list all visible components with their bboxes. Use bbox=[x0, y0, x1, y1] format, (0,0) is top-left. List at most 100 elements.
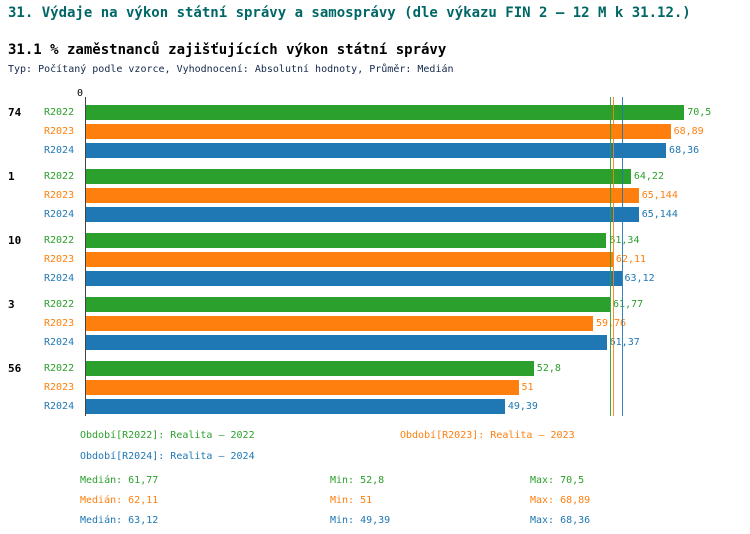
legend-item-r2024: Období[R2024]: Realita – 2024 bbox=[80, 451, 255, 462]
bar-row: R2023 62,11 bbox=[8, 250, 742, 269]
bar-row: 74 R2022 70,5 bbox=[8, 103, 742, 122]
series-label: R2024 bbox=[44, 145, 75, 156]
indicator-meta: Typ: Počítaný podle vzorce, Vyhodnocení:… bbox=[8, 64, 454, 75]
bar-row: R2023 51 bbox=[8, 378, 742, 397]
bar-group: 56 R2022 52,8 R2023 51 R2024 49,39 bbox=[8, 359, 742, 416]
stat-max-r2023: Max: 68,89 bbox=[530, 495, 591, 506]
stat-median-r2022: Medián: 61,77 bbox=[80, 475, 159, 486]
bar bbox=[85, 335, 607, 350]
series-label: R2024 bbox=[44, 401, 75, 412]
bar-value: 68,36 bbox=[669, 145, 700, 156]
bar-group: 10 R2022 61,34 R2023 62,11 R2024 63,12 bbox=[8, 231, 742, 288]
median-line bbox=[612, 97, 614, 416]
series-label: R2022 bbox=[44, 107, 75, 118]
bar-row: R2023 68,89 bbox=[8, 122, 742, 141]
bar-row: R2024 61,37 bbox=[8, 333, 742, 352]
bar-area: 68,89 bbox=[85, 124, 742, 139]
bar-row: R2024 63,12 bbox=[8, 269, 742, 288]
series-label: R2023 bbox=[44, 126, 75, 137]
bar-area: 64,22 bbox=[85, 169, 742, 184]
median-line bbox=[610, 97, 612, 416]
bar-value: 63,12 bbox=[624, 273, 655, 284]
stat-min-r2022: Min: 52,8 bbox=[330, 475, 385, 486]
bar-value: 61,34 bbox=[609, 235, 640, 246]
group-label: 1 bbox=[8, 170, 15, 183]
stat-max-r2024: Max: 68,36 bbox=[530, 515, 591, 526]
bar-value: 70,5 bbox=[687, 107, 712, 118]
y-axis-line bbox=[85, 97, 86, 416]
bar-row: 56 R2022 52,8 bbox=[8, 359, 742, 378]
series-label: R2024 bbox=[44, 337, 75, 348]
bar-area: 51 bbox=[85, 380, 742, 395]
bar bbox=[85, 297, 611, 312]
series-label: R2023 bbox=[44, 318, 75, 329]
bar bbox=[85, 124, 671, 139]
bar-value: 61,37 bbox=[609, 337, 640, 348]
series-label: R2024 bbox=[44, 273, 75, 284]
group-label: 56 bbox=[8, 362, 22, 375]
bar bbox=[85, 271, 622, 286]
stat-median-r2024: Medián: 63,12 bbox=[80, 515, 159, 526]
bar-row: 3 R2022 61,77 bbox=[8, 295, 742, 314]
report-title: 31. Výdaje na výkon státní správy a samo… bbox=[8, 5, 691, 21]
bar bbox=[85, 316, 593, 331]
group-label: 10 bbox=[8, 234, 22, 247]
group-label: 3 bbox=[8, 298, 15, 311]
series-label: R2022 bbox=[44, 363, 75, 374]
bar-row: 1 R2022 64,22 bbox=[8, 167, 742, 186]
bar-value: 68,89 bbox=[673, 126, 704, 137]
stat-min-r2023: Min: 51 bbox=[330, 495, 373, 506]
bar-area: 59,76 bbox=[85, 316, 742, 331]
bar-value: 65,144 bbox=[641, 209, 678, 220]
series-label: R2022 bbox=[44, 299, 75, 310]
stat-median-r2023: Medián: 62,11 bbox=[80, 495, 159, 506]
bar bbox=[85, 380, 519, 395]
bar-value: 62,11 bbox=[615, 254, 647, 265]
bar-value: 49,39 bbox=[507, 401, 538, 412]
series-label: R2022 bbox=[44, 171, 75, 182]
bar-value: 61,77 bbox=[613, 299, 644, 310]
bar-value: 64,22 bbox=[633, 171, 664, 182]
stat-min-r2024: Min: 49,39 bbox=[330, 515, 391, 526]
bar bbox=[85, 169, 631, 184]
bar bbox=[85, 252, 613, 267]
bar bbox=[85, 361, 534, 376]
bar-row: R2023 65,144 bbox=[8, 186, 742, 205]
bar-row: R2024 65,144 bbox=[8, 205, 742, 224]
bar bbox=[85, 399, 505, 414]
bar-row: R2024 68,36 bbox=[8, 141, 742, 160]
stats-table: Medián: 61,77 Min: 52,8 Max: 70,5 Medián… bbox=[8, 471, 742, 531]
x-axis-zero-label: 0 bbox=[76, 88, 83, 99]
bar-area: 65,144 bbox=[85, 188, 742, 203]
bar-area: 63,12 bbox=[85, 271, 742, 286]
bar-area: 68,36 bbox=[85, 143, 742, 158]
bar bbox=[85, 105, 685, 120]
bar bbox=[85, 188, 639, 203]
bar-area: 62,11 bbox=[85, 252, 742, 267]
bar-row: R2024 49,39 bbox=[8, 397, 742, 416]
bar-value: 52,8 bbox=[536, 363, 561, 374]
chart-rows: 74 R2022 70,5 R2023 68,89 R2024 68,36 1 R2022 64,… bbox=[8, 97, 742, 416]
bar-chart: 0 74 R2022 70,5 R2023 68,89 R2024 68,36 1 R2022 6… bbox=[8, 87, 742, 416]
bar bbox=[85, 143, 667, 158]
chart-legend: Období[R2022]: Realita – 2022 Období[R20… bbox=[8, 425, 742, 467]
median-line bbox=[621, 97, 623, 416]
series-label: R2023 bbox=[44, 254, 75, 265]
bar-group: 3 R2022 61,77 R2023 59,76 R2024 61,37 bbox=[8, 295, 742, 352]
bar-group: 1 R2022 64,22 R2023 65,144 R2024 65,144 bbox=[8, 167, 742, 224]
bar-area: 52,8 bbox=[85, 361, 742, 376]
bar bbox=[85, 233, 607, 248]
series-label: R2023 bbox=[44, 190, 75, 201]
bar-area: 61,77 bbox=[85, 297, 742, 312]
group-label: 74 bbox=[8, 106, 22, 119]
bar-area: 65,144 bbox=[85, 207, 742, 222]
bar-value: 51 bbox=[521, 382, 534, 393]
bar-area: 49,39 bbox=[85, 399, 742, 414]
bar-value: 65,144 bbox=[641, 190, 678, 201]
series-label: R2024 bbox=[44, 209, 75, 220]
bar-row: 10 R2022 61,34 bbox=[8, 231, 742, 250]
bar-area: 70,5 bbox=[85, 105, 742, 120]
bar bbox=[85, 207, 639, 222]
legend-item-r2022: Období[R2022]: Realita – 2022 bbox=[80, 430, 255, 441]
